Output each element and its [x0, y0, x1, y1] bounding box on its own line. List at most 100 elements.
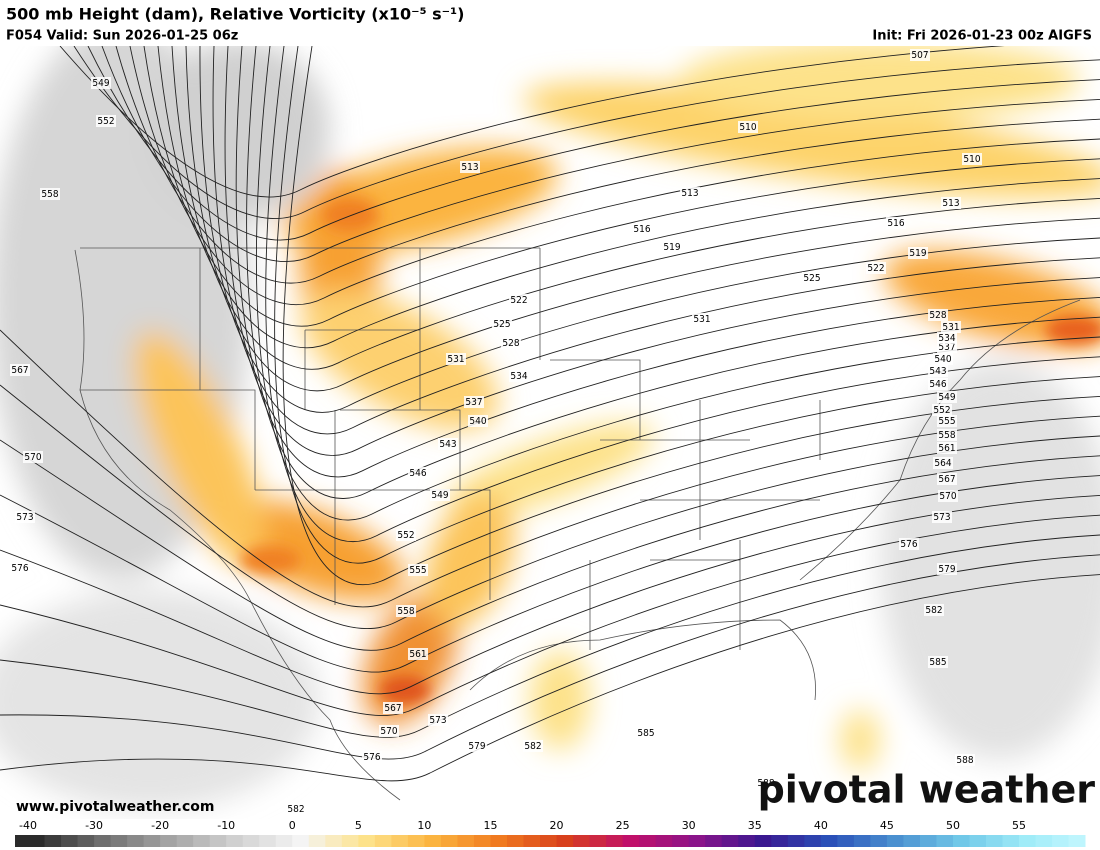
label-box: [680, 187, 700, 199]
contour-label: 543: [439, 439, 456, 450]
contour-line: [87, 46, 1100, 241]
colorbar-tick-label: -20: [151, 819, 169, 832]
contour-label: 570: [380, 726, 397, 737]
contour-label: 585: [637, 728, 654, 739]
contour-label: 543: [929, 366, 946, 377]
colorbar-cell: [820, 835, 838, 847]
contour-label: 522: [510, 295, 527, 306]
colorbar-cell: [936, 835, 954, 847]
contour-label: 540: [469, 416, 486, 427]
label-box: [866, 262, 886, 274]
colorbar-cell: [837, 835, 855, 847]
contour-label: 537: [938, 342, 955, 353]
contour-line: [0, 439, 1100, 651]
contour-label: 552: [397, 530, 414, 541]
label-box: [933, 353, 953, 365]
label-box: [23, 451, 43, 463]
label-box: [430, 489, 450, 501]
label-box: [962, 153, 982, 165]
contour-line: [274, 46, 1100, 564]
contour-label: 549: [92, 78, 109, 89]
contour-line: [255, 46, 1100, 521]
colorbar-cell: [952, 835, 970, 847]
colorbar-cell: [275, 835, 293, 847]
contour-label: 582: [925, 605, 942, 616]
contour-line: [0, 494, 1100, 695]
colorbar-cell: [193, 835, 211, 847]
label-box: [362, 751, 382, 763]
contour-label: 528: [929, 310, 946, 321]
colorbar-cell: [919, 835, 937, 847]
contour-label: 573: [429, 715, 446, 726]
colorbar-cell: [127, 835, 145, 847]
label-box: [396, 605, 416, 617]
label-box: [408, 564, 428, 576]
colorbar-cell: [308, 835, 326, 847]
contour-label: 519: [909, 248, 926, 259]
colorbar-cell: [407, 835, 425, 847]
label-box: [955, 754, 975, 766]
colorbar-cell: [573, 835, 591, 847]
contour-label: 525: [493, 319, 510, 330]
contour-labels: 549 552 558 567 570 573 576 582 576 570 567 573 579 5…: [10, 49, 982, 815]
label-box: [924, 604, 944, 616]
label-box: [941, 321, 961, 333]
contour-label: 573: [933, 512, 950, 523]
colorbar-cell: [242, 835, 260, 847]
colorbar-cell: [1019, 835, 1037, 847]
colorbar-tick-label: 15: [483, 819, 497, 832]
colorbar-tick-label: -30: [85, 819, 103, 832]
contour-line: [185, 46, 1100, 392]
contour-label: 555: [938, 416, 955, 427]
colorbar-cell: [672, 835, 690, 847]
label-box: [899, 538, 919, 550]
contour-label: 513: [461, 162, 478, 173]
contour-label: 567: [11, 365, 28, 376]
contour-line: [265, 46, 1100, 543]
label-box: [408, 648, 428, 660]
colorbar-tick-label: 5: [355, 819, 362, 832]
contour-label: 576: [363, 752, 380, 763]
colorbar-tick-label: -10: [217, 819, 235, 832]
contour-label: 558: [41, 189, 58, 200]
contour-line: [73, 46, 1100, 219]
contour-label: 507: [911, 50, 928, 61]
contour-label: 576: [900, 539, 917, 550]
label-box: [408, 467, 428, 479]
contour-label: 561: [409, 649, 426, 660]
colorbar-cell: [523, 835, 541, 847]
label-box: [937, 563, 957, 575]
label-box: [937, 473, 957, 485]
colorbar-tick-label: 50: [946, 819, 960, 832]
colorbar-cell: [143, 835, 161, 847]
label-box: [662, 241, 682, 253]
label-box: [937, 332, 957, 344]
colorbar-cell: [440, 835, 458, 847]
colorbar-cell: [490, 835, 508, 847]
contour-label: 561: [938, 443, 955, 454]
label-box: [438, 438, 458, 450]
colorbar-cell: [77, 835, 95, 847]
colorbar-cell: [226, 835, 244, 847]
colorbar-tick-label: 0: [289, 819, 296, 832]
contour-line: [129, 46, 1100, 306]
contour-label: 513: [681, 188, 698, 199]
colorbar-cell: [853, 835, 871, 847]
colorbar-cell: [1002, 835, 1020, 847]
contour-label: 588: [956, 755, 973, 766]
contour-label: 513: [942, 198, 959, 209]
colorbar-cell: [507, 835, 525, 847]
contour-label: 552: [97, 116, 114, 127]
colorbar-tick-label: 10: [417, 819, 431, 832]
contour-label: 579: [938, 564, 955, 575]
label-box: [91, 77, 111, 89]
label-box: [937, 391, 957, 403]
contour-line: [59, 46, 1006, 198]
colorbar-cell: [160, 835, 178, 847]
label-box: [286, 803, 306, 815]
label-box: [10, 364, 30, 376]
label-box: [492, 318, 512, 330]
label-box: [428, 714, 448, 726]
contour-label: 552: [933, 405, 950, 416]
contour-label: 573: [16, 512, 33, 523]
